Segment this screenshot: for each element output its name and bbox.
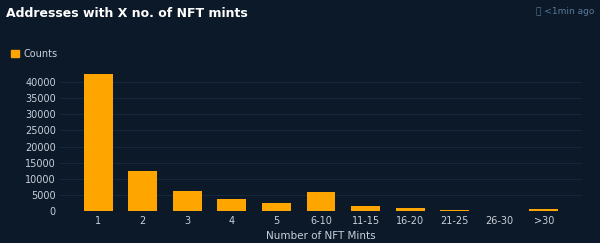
Bar xyxy=(84,74,113,211)
Bar xyxy=(262,203,291,211)
Bar xyxy=(128,171,157,211)
X-axis label: Number of NFT Mints: Number of NFT Mints xyxy=(266,231,376,241)
Bar xyxy=(395,208,425,211)
Bar xyxy=(529,209,558,211)
Bar xyxy=(440,210,469,211)
Bar xyxy=(307,192,335,211)
Bar xyxy=(217,199,247,211)
Text: Addresses with X no. of NFT mints: Addresses with X no. of NFT mints xyxy=(6,7,248,20)
Bar xyxy=(351,206,380,211)
Text: ⏰ <1min ago: ⏰ <1min ago xyxy=(536,7,594,16)
Legend: Counts: Counts xyxy=(11,49,58,59)
Bar xyxy=(173,191,202,211)
